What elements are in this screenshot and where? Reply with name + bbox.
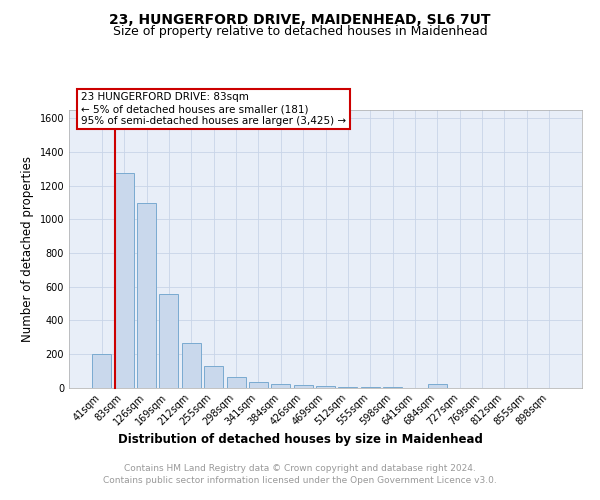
Bar	[271, 384, 290, 388]
Text: 23 HUNGERFORD DRIVE: 83sqm
← 5% of detached houses are smaller (181)
95% of semi: 23 HUNGERFORD DRIVE: 83sqm ← 5% of detac…	[81, 92, 346, 126]
Text: Distribution of detached houses by size in Maidenhead: Distribution of detached houses by size …	[118, 432, 482, 446]
Bar	[293, 386, 313, 388]
Bar	[338, 386, 358, 388]
Y-axis label: Number of detached properties: Number of detached properties	[21, 156, 34, 342]
Bar	[227, 377, 245, 388]
Bar	[204, 366, 223, 388]
Text: Size of property relative to detached houses in Maidenhead: Size of property relative to detached ho…	[113, 25, 487, 38]
Text: Contains public sector information licensed under the Open Government Licence v3: Contains public sector information licen…	[103, 476, 497, 485]
Bar	[428, 384, 447, 388]
Bar	[316, 386, 335, 388]
Text: 23, HUNGERFORD DRIVE, MAIDENHEAD, SL6 7UT: 23, HUNGERFORD DRIVE, MAIDENHEAD, SL6 7U…	[109, 12, 491, 26]
Bar	[137, 202, 156, 388]
Bar	[115, 173, 134, 388]
Bar	[182, 343, 201, 388]
Bar	[160, 294, 178, 388]
Text: Contains HM Land Registry data © Crown copyright and database right 2024.: Contains HM Land Registry data © Crown c…	[124, 464, 476, 473]
Bar	[361, 387, 380, 388]
Bar	[92, 354, 112, 388]
Bar	[249, 382, 268, 388]
